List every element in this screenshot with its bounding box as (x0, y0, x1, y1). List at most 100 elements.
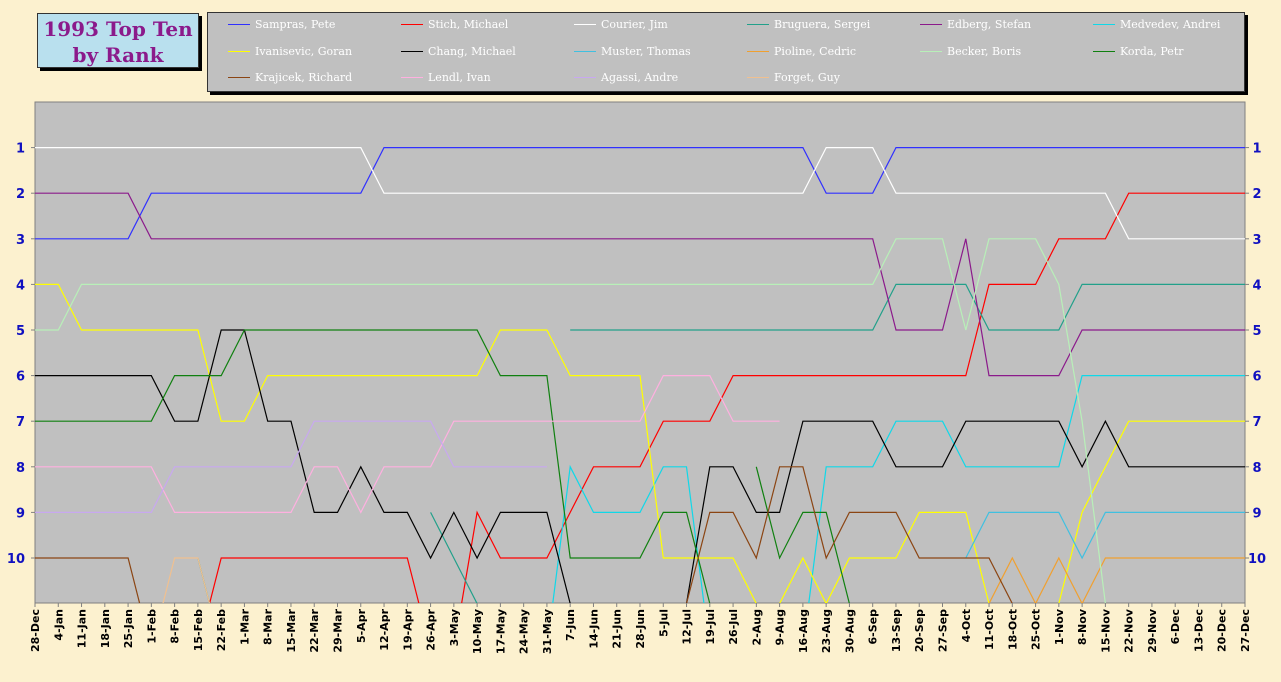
plot-area (34, 101, 1246, 604)
x-tick-label: 14-Jun (587, 609, 600, 649)
x-tick-label: 15-Nov (1099, 608, 1112, 653)
legend-label: Chang, Michael (428, 45, 516, 58)
series-line-bruguera-sergei (430, 512, 478, 603)
x-tick-label: 8-Mar (262, 608, 275, 645)
x-tick-label: 12-Apr (378, 608, 391, 650)
y-tick-label-left: 8 (16, 461, 25, 476)
x-tick-label: 10-May (471, 609, 484, 654)
legend-swatch (747, 51, 769, 52)
x-tick-label: 1-Nov (1053, 608, 1066, 645)
legend-label: Muster, Thomas (601, 45, 691, 58)
legend-swatch (401, 51, 423, 52)
x-tick-label: 11-Oct (983, 609, 996, 650)
x-tick-label: 25-Oct (1030, 609, 1043, 650)
x-tick-label: 1-Mar (238, 608, 251, 645)
x-tick-label: 7-Jun (564, 609, 577, 641)
legend-swatch (574, 77, 596, 78)
x-tick-label: 2-Aug (750, 609, 763, 645)
series-line-courier-jim (35, 147, 1245, 240)
x-tick-label: 31-May (541, 609, 554, 654)
y-tick-label-left: 7 (16, 415, 25, 430)
x-tick-label: 26-Apr (425, 608, 438, 650)
legend-swatch (747, 24, 769, 25)
legend-swatch (401, 24, 423, 25)
x-tick-label: 23-Aug (820, 609, 833, 653)
series-line-medvedev-andrei (808, 375, 1245, 603)
x-tick-label: 28-Dec (29, 609, 42, 652)
legend-swatch (228, 51, 250, 52)
legend-label: Krajicek, Richard (255, 71, 353, 84)
legend-label: Bruguera, Sergei (774, 18, 871, 31)
y-tick-label-right: 8 (1252, 461, 1261, 476)
x-tick-label: 1-Feb (145, 609, 158, 644)
x-tick-label: 24-May (518, 609, 531, 654)
legend-label: Stich, Michael (428, 18, 509, 31)
x-tick-label: 22-Mar (308, 608, 321, 652)
chart-title: 1993 Top Ten by Rank (37, 13, 199, 68)
y-tick-label-right: 9 (1252, 506, 1261, 521)
x-tick-label: 18-Jan (99, 609, 112, 648)
legend-swatch (1093, 51, 1115, 52)
x-tick-label: 19-Apr (401, 608, 414, 650)
legend-swatch (920, 24, 942, 25)
x-tick-label: 25-Jan (122, 609, 135, 648)
x-tick-label: 29-Nov (1146, 608, 1159, 653)
legend-label: Sampras, Pete (255, 18, 336, 31)
chart-legend: Sampras, Pete Stich, Michael Courier, Jim B… (207, 12, 1245, 92)
series-line-lendl-ivan (35, 375, 780, 514)
series-line-krajicek-richard (686, 466, 1013, 603)
y-tick-label-right: 7 (1252, 415, 1261, 430)
legend-swatch (920, 51, 942, 52)
series-line-korda-petr (35, 329, 711, 603)
x-tick-label: 21-Jun (611, 609, 624, 649)
x-tick-label: 27-Dec (1239, 609, 1252, 652)
series-line-bruguera-sergei (570, 283, 1245, 331)
legend-swatch (574, 51, 596, 52)
legend-label: Ivanisevic, Goran (255, 45, 353, 58)
x-tick-label: 30-Aug (843, 609, 856, 653)
legend-swatch (228, 24, 250, 25)
legend-swatch (1093, 24, 1115, 25)
x-tick-label: 16-Aug (797, 609, 810, 653)
x-tick-label: 8-Nov (1076, 608, 1089, 645)
x-tick-label: 22-Nov (1123, 608, 1136, 653)
x-tick-label: 8-Feb (169, 609, 182, 644)
legend-label: Becker, Boris (947, 45, 1022, 58)
x-tick-label: 13-Dec (1192, 609, 1205, 652)
legend-label: Lendl, Ivan (428, 71, 491, 84)
series-line-ivanisevic-goran (1058, 420, 1245, 603)
chart-title-line-2: by Rank (72, 43, 164, 67)
y-tick-label-right: 5 (1252, 324, 1261, 339)
x-tick-label: 29-Mar (332, 608, 345, 652)
legend-label: Korda, Petr (1120, 45, 1184, 58)
y-tick-label-left: 3 (16, 233, 25, 248)
chart-title-line-1: 1993 Top Ten (43, 17, 193, 41)
legend-label: Edberg, Stefan (947, 18, 1032, 31)
x-tick-label: 4-Jan (52, 609, 65, 641)
y-tick-label-right: 10 (1248, 552, 1266, 567)
y-tick-label-right: 6 (1252, 370, 1261, 385)
y-tick-label-left: 6 (16, 370, 25, 385)
x-tick-label: 15-Mar (285, 608, 298, 652)
x-tick-label: 28-Jun (634, 609, 647, 649)
series-line-edberg-stefan (35, 192, 1245, 377)
series-line-pioline-cedric (988, 556, 1245, 603)
series-line-muster-thomas (965, 511, 1245, 560)
y-tick-label-right: 2 (1252, 187, 1261, 202)
x-tick-label: 6-Dec (1169, 609, 1182, 644)
x-tick-label: 9-Aug (774, 609, 787, 645)
series-line-sampras-pete (35, 147, 1245, 240)
series-group (35, 147, 1245, 603)
x-tick-label: 18-Oct (1006, 609, 1019, 650)
series-line-krajicek-richard (35, 557, 141, 603)
y-tick-label-left: 1 (16, 142, 25, 157)
x-tick-label: 5-Jul (657, 609, 670, 637)
series-line-chang-michael (35, 329, 571, 603)
series-line-agassi-andre (35, 420, 547, 514)
series-line-ivanisevic-goran (35, 283, 990, 603)
x-tick-label: 20-Sep (913, 609, 926, 652)
legend-label: Agassi, Andre (601, 71, 679, 84)
x-tick-label: 17-May (494, 609, 507, 654)
x-tick-label: 15-Feb (192, 609, 205, 651)
